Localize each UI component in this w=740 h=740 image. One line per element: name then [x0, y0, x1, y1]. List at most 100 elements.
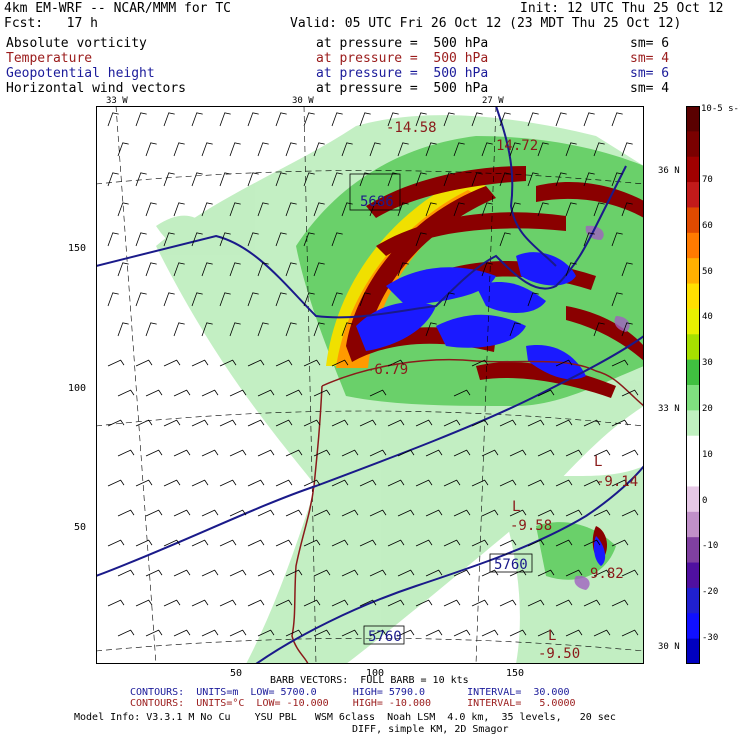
wind-barb	[621, 449, 639, 457]
wind-barb	[163, 539, 181, 547]
wind-barb	[219, 479, 237, 487]
wind-barb	[453, 569, 471, 577]
wind-barb	[583, 172, 595, 187]
wind-barb	[593, 142, 605, 157]
temp-contour-info: CONTOURS: UNITS=°C LOW= -10.000 HIGH= -1…	[130, 698, 576, 709]
colorbar-tick-label: 50	[702, 266, 713, 277]
wind-barb	[621, 142, 633, 157]
wind-barb	[285, 569, 303, 577]
wind-barb	[453, 202, 465, 217]
wind-barb	[397, 142, 409, 157]
wind-barb	[229, 569, 247, 577]
wind-barb	[481, 569, 499, 577]
wind-barb	[135, 359, 153, 367]
wind-barb	[247, 292, 259, 307]
wind-barb	[611, 292, 623, 307]
wind-barb	[163, 232, 175, 247]
lat-label-33n: 33 N	[658, 404, 680, 414]
wind-barb	[481, 509, 499, 517]
wind-barb	[397, 449, 415, 457]
colorbar-cell	[686, 613, 700, 640]
wind-barb	[117, 389, 135, 397]
colorbar-tick-label: 20	[702, 404, 713, 414]
wind-barb	[537, 629, 555, 637]
wind-barb	[135, 112, 147, 127]
wind-barb	[191, 359, 209, 367]
height-label-box-5760-east	[489, 553, 533, 573]
wind-barb	[135, 292, 147, 307]
wind-barb	[107, 539, 125, 547]
wind-barb	[331, 292, 343, 307]
wind-barb	[537, 202, 549, 217]
wind-barb	[425, 629, 443, 637]
temp-label-far-southeast: 9.82	[590, 566, 624, 582]
wind-barb	[313, 449, 331, 457]
wind-barb	[219, 232, 231, 247]
wind-barb	[107, 292, 119, 307]
wind-barb	[135, 172, 147, 187]
wind-barb	[145, 509, 163, 517]
wind-barb	[359, 539, 377, 547]
valid-time: Valid: 05 UTC Fri 26 Oct 12 (23 MDT Thu …	[290, 16, 682, 31]
wind-barb	[499, 479, 517, 487]
vorticity-shading-purple	[574, 225, 630, 590]
wind-barb	[593, 629, 611, 637]
wind-barb	[527, 292, 539, 307]
wind-barb	[219, 539, 237, 547]
wind-barb	[611, 172, 623, 187]
wind-barb	[527, 112, 539, 127]
wind-barb	[527, 419, 545, 427]
wind-barb	[471, 359, 489, 367]
wind-barb	[359, 599, 377, 607]
wind-barb	[481, 449, 499, 457]
wind-barb	[229, 389, 247, 397]
model-info-diffusion: DIFF, simple KM, 2D Smagor	[352, 724, 509, 735]
wind-barb	[229, 322, 241, 337]
lat-label-36n: 36 N	[658, 166, 680, 176]
wind-barb	[173, 389, 191, 397]
wind-barb	[219, 359, 237, 367]
wind-barb	[565, 509, 583, 517]
wind-barb	[117, 569, 135, 577]
y-tick-100: 100	[68, 383, 87, 394]
wind-barb	[303, 292, 315, 307]
wind-barb	[173, 629, 191, 637]
wind-barb	[303, 539, 321, 547]
wind-barb	[117, 202, 129, 217]
wind-barb	[425, 509, 443, 517]
wind-barb	[425, 142, 437, 157]
wind-barb	[611, 359, 629, 367]
colorbar-tick-label: -10	[702, 541, 719, 552]
wind-barb	[219, 419, 237, 427]
wind-barb	[425, 202, 437, 217]
x-tick-150: 150	[506, 668, 525, 679]
low-marker-southeast: L	[512, 499, 520, 515]
wind-barb	[275, 359, 293, 367]
wind-barb	[621, 202, 633, 217]
wind-barb	[453, 142, 465, 157]
wind-barb	[415, 232, 427, 247]
colorbar-tick-label: 40	[702, 312, 713, 323]
wind-barb	[593, 509, 611, 517]
wind-barb	[229, 629, 247, 637]
vorticity-map: -14.58 14.72 5686 -6.79 L -9.14 L -9.58 …	[96, 106, 644, 664]
wind-barb	[247, 232, 259, 247]
wind-barb	[369, 569, 387, 577]
wind-barb	[443, 479, 461, 487]
wind-barb	[593, 449, 611, 457]
wind-barb	[387, 479, 405, 487]
wind-barb	[555, 539, 573, 547]
wind-barb	[117, 262, 129, 277]
wind-barb	[135, 232, 147, 247]
wind-barb	[611, 539, 629, 547]
colorbar-cell	[686, 638, 700, 664]
wind-barb	[191, 419, 209, 427]
wind-barb	[499, 419, 517, 427]
colorbar-cell	[686, 461, 700, 487]
wind-barb	[471, 599, 489, 607]
wind-barb	[509, 322, 521, 337]
colorbar-unit: 10-5 s-1	[701, 104, 740, 114]
wind-barb	[537, 142, 549, 157]
wind-barb	[285, 509, 303, 517]
wind-barb	[313, 569, 331, 577]
